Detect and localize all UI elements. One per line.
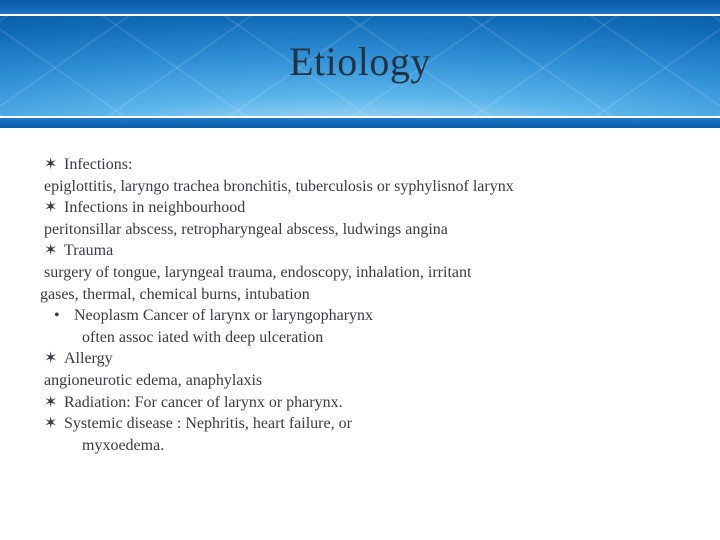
list-text: Neoplasm Cancer of larynx or laryngophar… [74, 305, 373, 327]
list-item: ✶ Allergy [40, 348, 680, 370]
list-item: ✶ Radiation: For cancer of larynx or pha… [40, 392, 680, 414]
list-item: ✶ Infections: [40, 154, 680, 176]
band-top-stripe [0, 0, 720, 14]
list-text: Trauma [64, 240, 113, 262]
list-text: Allergy [64, 348, 113, 370]
list-text: Infections: [64, 154, 132, 176]
content-area: ✶ Infections: epiglottitis, laryngo trac… [0, 128, 720, 456]
list-subtext: surgery of tongue, laryngeal trauma, end… [40, 262, 680, 284]
list-item: ✶ Infections in neighbourhood [40, 197, 680, 219]
list-subtext: myxoedema. [40, 435, 680, 457]
star-icon: ✶ [40, 240, 64, 262]
star-icon: ✶ [40, 392, 64, 414]
band-bottom-stripe [0, 118, 720, 128]
slide-title: Etiology [0, 38, 720, 85]
list-text: Infections in neighbourhood [64, 197, 245, 219]
list-subtext: angioneurotic edema, anaphylaxis [40, 370, 680, 392]
slide: Etiology ✶ Infections: epiglottitis, lar… [0, 0, 720, 540]
list-wrap: gases, thermal, chemical burns, intubati… [40, 284, 680, 306]
list-item: ✶ Trauma [40, 240, 680, 262]
title-band: Etiology [0, 0, 720, 128]
star-icon: ✶ [40, 348, 64, 370]
star-icon: ✶ [40, 197, 64, 219]
list-text: Radiation: For cancer of larynx or phary… [64, 392, 343, 414]
star-icon: ✶ [40, 154, 64, 176]
list-subtext: peritonsillar abscess, retropharyngeal a… [40, 219, 680, 241]
list-text: Systemic disease : Nephritis, heart fail… [64, 413, 352, 435]
list-subtext: epiglottitis, laryngo trachea bronchitis… [40, 176, 680, 198]
dot-icon: • [40, 305, 74, 327]
list-item: • Neoplasm Cancer of larynx or laryngoph… [40, 305, 680, 327]
list-subtext: often assoc iated with deep ulceration [40, 327, 680, 349]
star-icon: ✶ [40, 413, 64, 435]
list-item: ✶ Systemic disease : Nephritis, heart fa… [40, 413, 680, 435]
